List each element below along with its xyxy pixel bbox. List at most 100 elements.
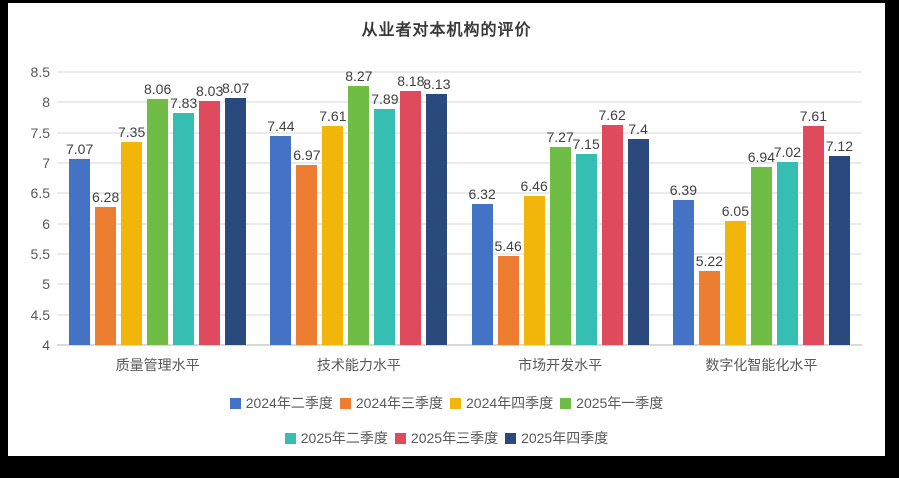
bar: 6.97 xyxy=(293,147,321,345)
bar: 7.89 xyxy=(371,91,399,345)
gridline xyxy=(57,71,862,73)
bar-value-label: 6.05 xyxy=(721,202,749,219)
gridline xyxy=(57,101,862,104)
bar: 8.07 xyxy=(222,80,249,345)
y-tick-label: 8 xyxy=(42,94,50,111)
gridline xyxy=(57,253,862,255)
category-label: 数字化智能化水平 xyxy=(705,357,818,373)
x-axis-line xyxy=(57,344,862,346)
bar: 7.44 xyxy=(267,118,295,345)
bar: 5.46 xyxy=(495,238,522,345)
legend: 2024年二季度 2024年三季度 2024年四季度 2025年一季度 2025年二季度… xyxy=(8,393,885,448)
legend-swatch xyxy=(339,397,351,409)
bar: 6.05 xyxy=(722,203,749,345)
y-axis: 8.5 8 7.5 7 6.5 6 5.5 5 4.5 4 xyxy=(8,64,50,353)
bar-value-label: 5.46 xyxy=(494,238,522,255)
y-tick-label: 6 xyxy=(42,215,50,232)
gridline xyxy=(57,283,862,286)
legend-label: 2025年二季度 xyxy=(300,430,388,446)
gridline xyxy=(57,222,862,225)
bar: 6.28 xyxy=(92,189,119,345)
legend-swatch xyxy=(284,432,296,444)
legend-label: 2024年三季度 xyxy=(355,395,443,411)
gridlines xyxy=(57,71,862,346)
bar: 7.02 xyxy=(774,144,801,345)
bar: 6.39 xyxy=(670,182,697,345)
legend-label: 2025年三季度 xyxy=(410,430,499,446)
bar: 7.27 xyxy=(547,129,574,345)
bar-value-label: 7.35 xyxy=(118,123,146,140)
legend-item: 2024年三季度 xyxy=(339,393,443,413)
y-tick-label: 5 xyxy=(42,276,50,293)
bar: 6.94 xyxy=(748,149,775,345)
bar-value-label: 8.06 xyxy=(144,80,172,97)
bar-value-label: 6.28 xyxy=(92,188,120,205)
bar-value-label: 6.39 xyxy=(669,182,697,199)
y-tick-label: 4.5 xyxy=(30,306,50,323)
legend-item: 2025年三季度 xyxy=(394,428,499,448)
bar: 6.32 xyxy=(469,186,496,345)
bar: 7.83 xyxy=(170,95,197,345)
y-tick-label: 6.5 xyxy=(30,185,50,202)
bar: 7.15 xyxy=(573,136,600,345)
bar-value-label: 7.44 xyxy=(267,118,295,135)
plot-area: 7.07 6.28 7.35 8.06 7.83 8.03 8.07 7.44 6.97 7.61… xyxy=(57,68,862,346)
legend-label: 2024年四季度 xyxy=(466,395,554,411)
bar-group: 7.07 6.28 7.35 8.06 7.83 8.03 8.07 xyxy=(66,72,249,345)
bar: 7.12 xyxy=(826,138,853,345)
bar-value-label: 7.62 xyxy=(598,107,626,124)
y-tick-label: 7.5 xyxy=(30,124,50,141)
bar-value-label: 7.89 xyxy=(371,91,399,108)
legend-swatch xyxy=(394,432,406,444)
bar-value-label: 8.07 xyxy=(222,80,250,97)
legend-item: 2025年一季度 xyxy=(560,393,663,413)
legend-label: 2025年四季度 xyxy=(521,430,609,446)
bar: 7.07 xyxy=(66,141,93,345)
bar: 7.35 xyxy=(118,124,145,345)
legend-item: 2024年四季度 xyxy=(450,393,553,413)
bar: 8.13 xyxy=(423,76,451,345)
gridline xyxy=(57,192,862,195)
bar-value-label: 8.27 xyxy=(345,67,373,84)
legend-swatch xyxy=(229,397,241,409)
bar-group: 7.44 6.97 7.61 8.27 7.89 8.18 8.13 xyxy=(267,68,451,345)
bar-value-label: 7.4 xyxy=(628,120,648,137)
bar-value-label: 7.02 xyxy=(773,143,801,160)
bar-value-label: 6.46 xyxy=(520,177,548,194)
bar-value-label: 7.61 xyxy=(319,108,347,124)
category-label: 技术能力水平 xyxy=(316,357,401,373)
gridline xyxy=(57,162,862,164)
y-tick-label: 7 xyxy=(42,155,50,171)
bar-value-label: 7.15 xyxy=(572,135,600,152)
bar-group: 6.39 5.22 6.05 6.94 7.02 7.61 7.12 xyxy=(670,72,853,345)
bar: 7.62 xyxy=(599,107,626,345)
bar: 8.03 xyxy=(196,83,223,345)
category-label: 质量管理水平 xyxy=(115,357,200,373)
chart-card: 从业者对本机构的评价 8.5 8 7.5 7 6.5 6 5.5 5 4.5 4 7.07 6.28… xyxy=(8,3,885,456)
bar-value-label: 6.97 xyxy=(293,146,321,163)
bar-group: 6.32 5.46 6.46 7.27 7.15 7.62 7.4 xyxy=(469,72,649,345)
legend-item: 2024年二季度 xyxy=(229,393,333,413)
x-axis: 质量管理水平 技术能力水平 市场开发水平 数字化智能化水平 xyxy=(57,355,862,375)
y-tick-label: 4 xyxy=(42,337,50,353)
bar: 7.61 xyxy=(800,108,827,345)
bar-value-label: 8.13 xyxy=(423,76,451,93)
bar-value-label: 7.12 xyxy=(825,137,853,154)
legend-item: 2025年二季度 xyxy=(284,428,388,448)
y-tick-label: 8.5 xyxy=(30,64,50,80)
bar-value-label: 8.18 xyxy=(397,73,425,90)
bar-value-label: 6.94 xyxy=(747,148,775,165)
bar: 8.18 xyxy=(397,73,425,345)
bar-value-label: 7.27 xyxy=(546,128,574,145)
legend-label: 2024年二季度 xyxy=(245,395,333,411)
bar: 7.4 xyxy=(627,121,649,345)
legend-swatch xyxy=(450,397,461,409)
bar-value-label: 7.61 xyxy=(799,108,827,124)
gridline xyxy=(57,313,862,316)
chart-title: 从业者对本机构的评价 xyxy=(361,22,532,39)
bar-value-label: 6.32 xyxy=(468,186,496,203)
bar: 8.27 xyxy=(345,68,373,345)
legend-row: 2024年二季度 2024年三季度 2024年四季度 2025年一季度 xyxy=(229,393,663,413)
legend-swatch xyxy=(560,397,572,409)
